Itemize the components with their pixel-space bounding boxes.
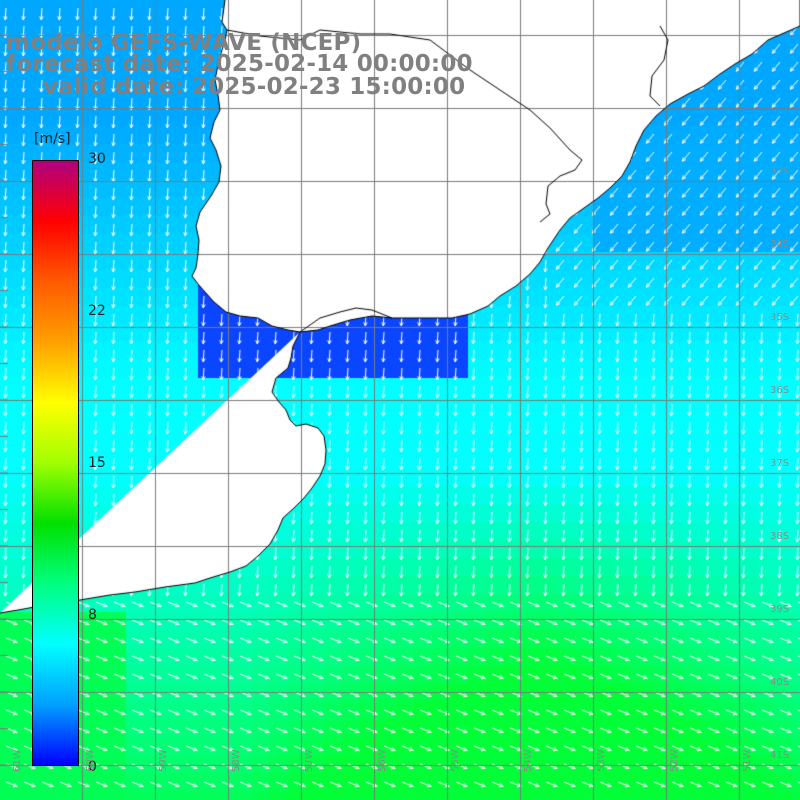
lat-label: 36S (770, 385, 790, 396)
lon-label: 57W (304, 749, 315, 772)
lat-label: 39S (770, 604, 790, 615)
lat-label: 34S (770, 239, 790, 250)
colorbar-unit-label: [m/s] (34, 131, 71, 147)
forecast-date-label: forecast date: 2025-02-14 00:00:00 (6, 51, 473, 77)
lon-label: 52W (669, 749, 680, 772)
lon-label: 53W (596, 749, 607, 772)
lon-label: 61W (12, 749, 23, 772)
lat-label: 41S (770, 750, 790, 761)
colorbar (32, 160, 79, 766)
lon-label: 56W (377, 749, 388, 772)
lat-label: 37S (770, 458, 790, 469)
colorbar-tick-22: 22 (88, 303, 106, 319)
lat-label: 40S (770, 677, 790, 688)
colorbar-tick-30: 30 (88, 151, 106, 167)
colorbar-tick-8: 8 (88, 607, 97, 623)
lat-label: 33S (770, 166, 790, 177)
colorbar-tick-15: 15 (88, 455, 106, 471)
lon-label: 60W (85, 749, 96, 772)
lat-label: 35S (770, 312, 790, 323)
valid-date-label: valid date: 2025-02-23 15:00:00 (43, 74, 466, 100)
lon-label: 55W (450, 749, 461, 772)
colorbar-tick-0: 0 (88, 759, 97, 775)
map-title-model: modelo GEFS-WAVE (NCEP) (6, 30, 362, 56)
lon-label: 51W (742, 749, 753, 772)
lat-label: 38S (770, 531, 790, 542)
lon-label: 58W (231, 749, 242, 772)
lon-label: 54W (523, 749, 534, 772)
lon-label: 59W (158, 749, 169, 772)
